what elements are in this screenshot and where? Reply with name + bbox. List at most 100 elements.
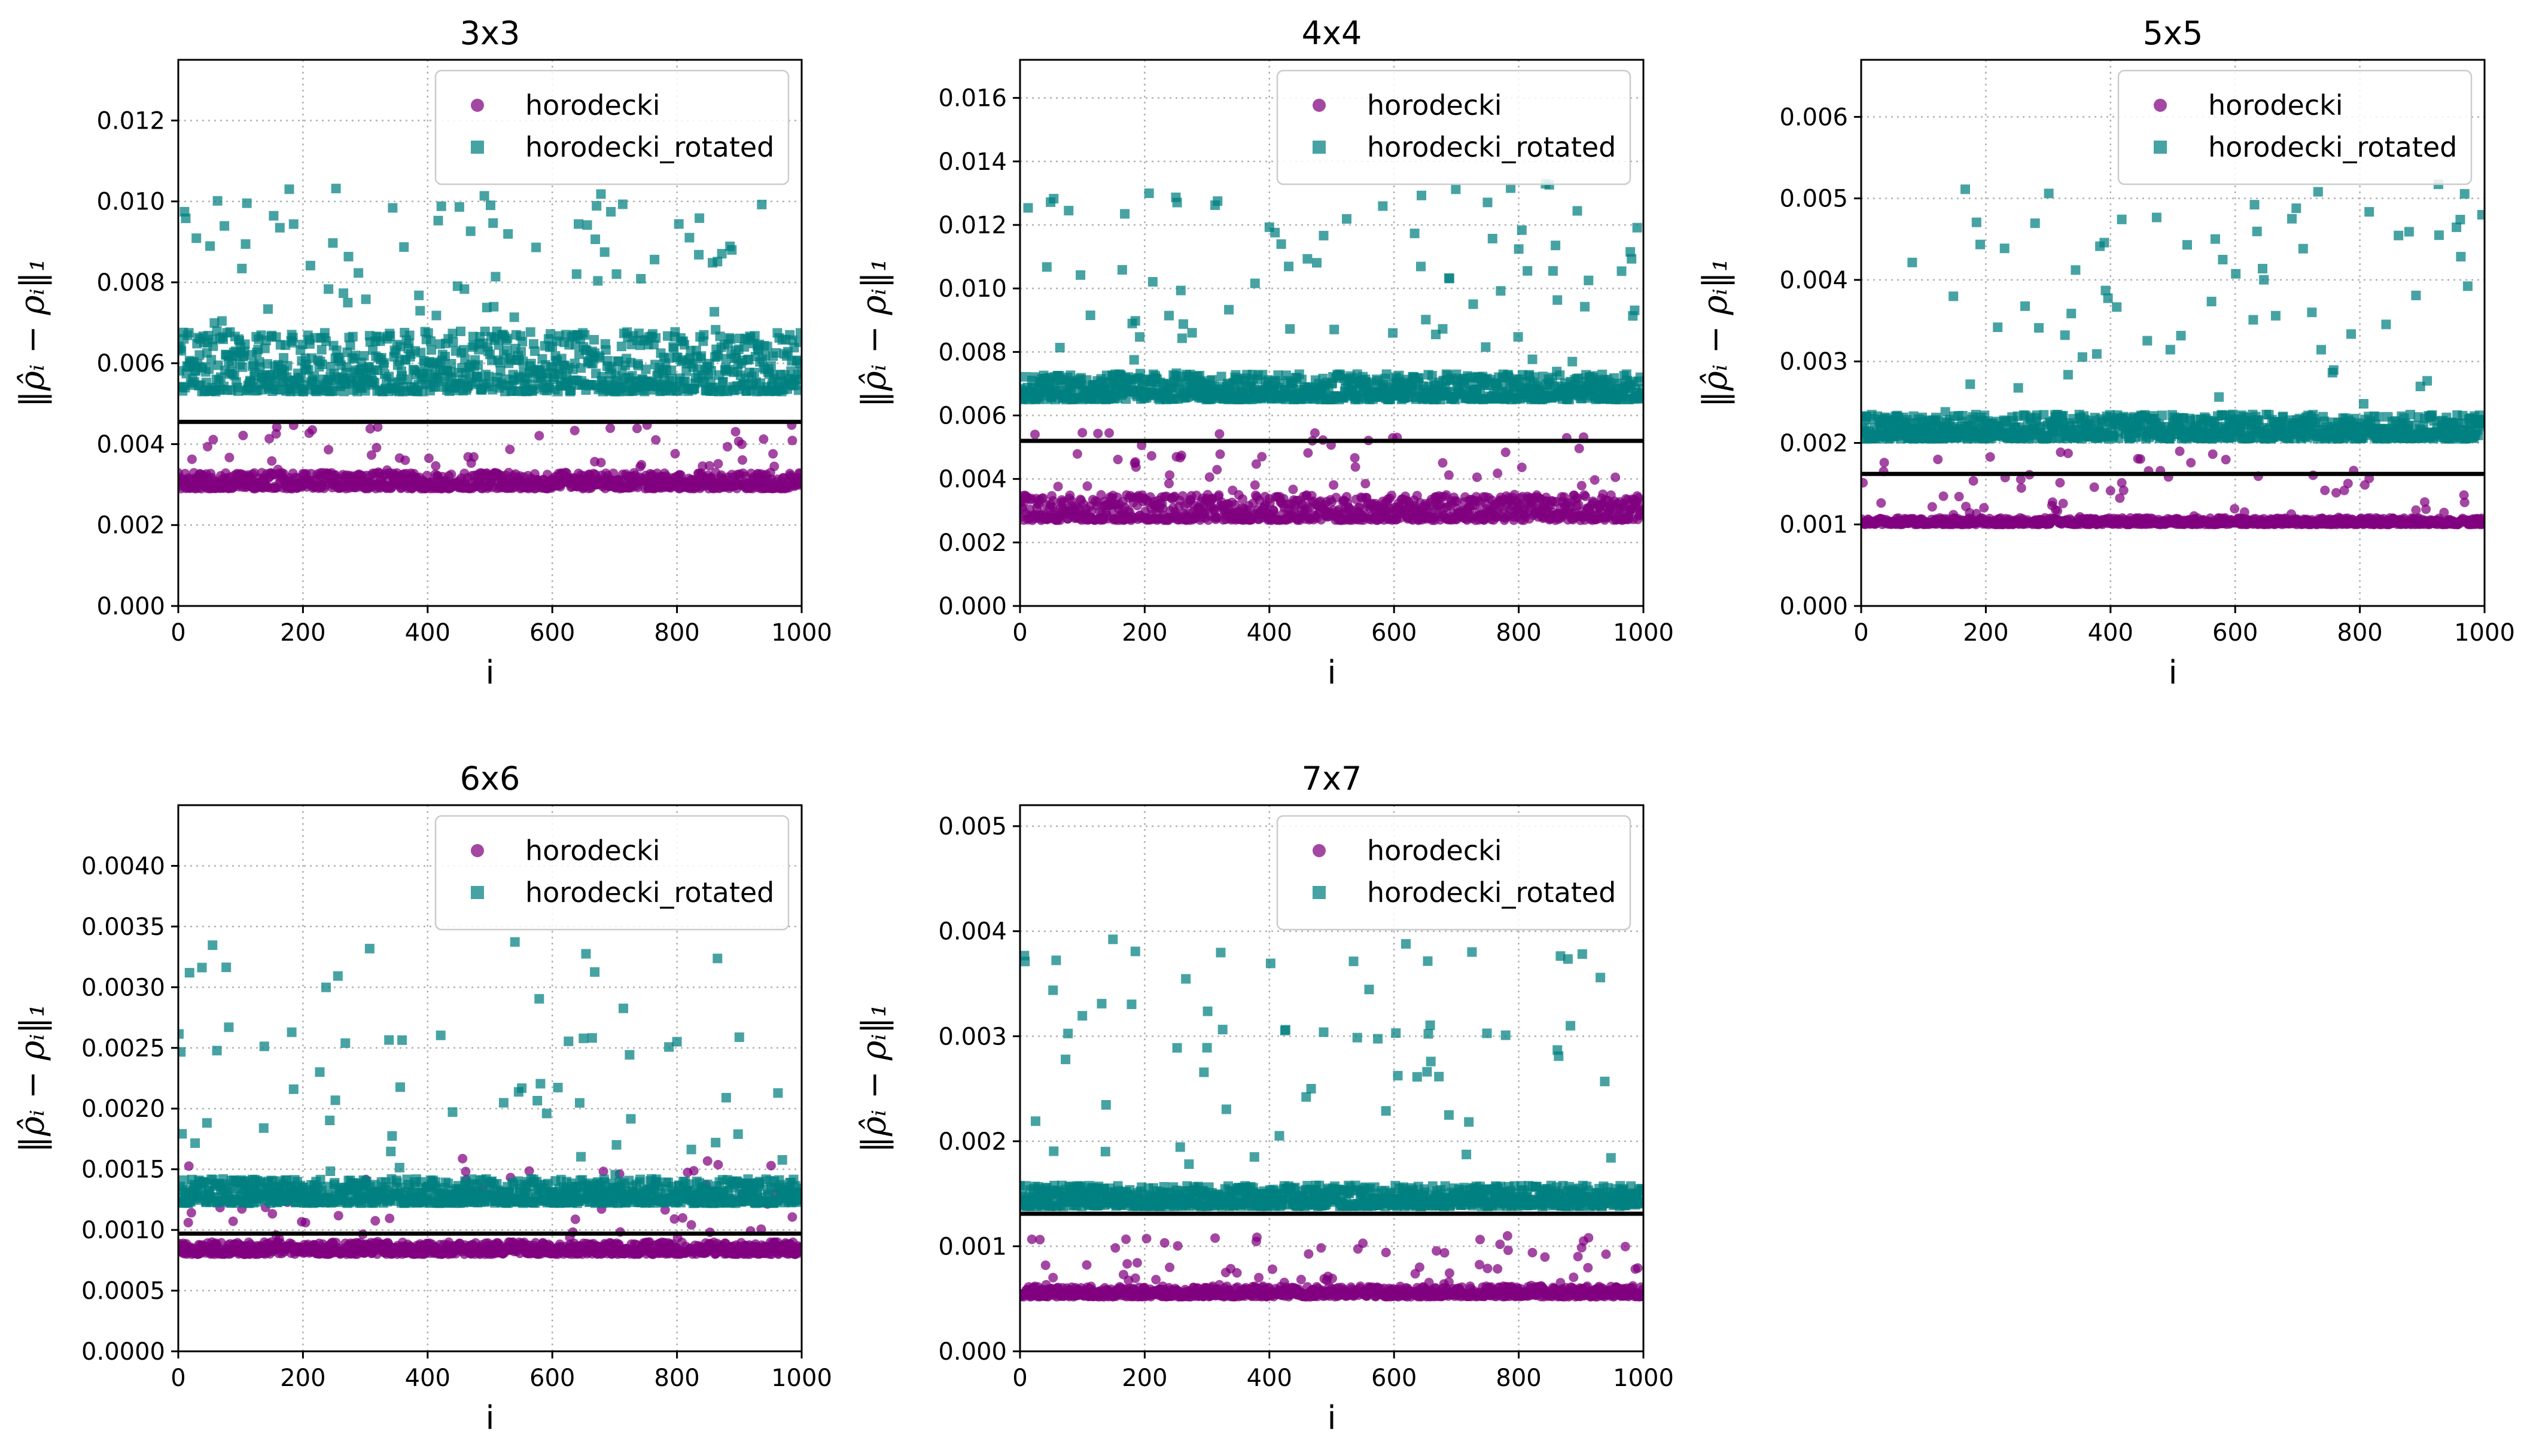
legend-box (434, 69, 790, 185)
point-horodecki_rotated (1523, 266, 1533, 276)
point-horodecki_rotated (319, 328, 330, 338)
point-horodecki (1472, 472, 1482, 482)
point-horodecki_rotated (279, 353, 289, 363)
point-horodecki (632, 424, 642, 434)
point-horodecki_rotated (370, 378, 380, 388)
point-horodecki_rotated (343, 297, 353, 307)
point-horodecki_rotated (436, 201, 446, 211)
point-horodecki_rotated (1135, 332, 1145, 342)
point-horodecki_rotated (1250, 278, 1260, 288)
point-horodecki_rotated (750, 331, 760, 341)
point-horodecki_rotated (238, 362, 248, 372)
point-horodecki_rotated (427, 345, 437, 355)
point-horodecki (759, 434, 769, 444)
point-horodecki (1329, 480, 1339, 490)
point-horodecki_rotated (1224, 304, 1234, 315)
point-horodecki (1500, 447, 1511, 458)
point-horodecki (431, 461, 441, 471)
point-horodecki_rotated (288, 219, 299, 229)
point-horodecki_rotated (233, 386, 243, 396)
point-horodecki_rotated (509, 312, 519, 322)
point-horodecki_rotated (1417, 190, 1426, 200)
point-horodecki (2343, 479, 2353, 489)
point-horodecki (1876, 498, 1886, 508)
point-horodecki (238, 431, 248, 440)
point-horodecki (2016, 483, 2026, 493)
point-horodecki_rotated (1179, 319, 1188, 329)
point-horodecki (208, 434, 218, 444)
point-horodecki (1610, 472, 1621, 482)
point-horodecki (794, 469, 802, 479)
point-horodecki_rotated (713, 350, 723, 360)
point-horodecki_rotated (713, 257, 723, 267)
legend-item-horodecki: horodecki (471, 89, 660, 121)
panel-4x4: 0 200 400 600 800 10000.0000.0020.0040.0060.0… (855, 14, 1674, 692)
axes-frame (177, 59, 803, 607)
point-horodecki_rotated (237, 263, 247, 273)
point-horodecki (1517, 462, 1527, 473)
point-horodecki_rotated (1187, 328, 1197, 338)
point-horodecki_rotated (1329, 324, 1339, 334)
point-horodecki_rotated (204, 364, 214, 374)
point-horodecki_rotated (706, 366, 716, 376)
y-tick-label: 0.002 (938, 529, 1007, 557)
point-horodecki_rotated (345, 340, 355, 351)
point-horodecki (367, 450, 376, 460)
panel-title: 3x3 (460, 14, 520, 52)
point-horodecki (1444, 470, 1454, 480)
y-tick-label: 0.008 (938, 339, 1007, 366)
x-tick-label: 800 (654, 619, 699, 647)
point-horodecki (1360, 479, 1371, 489)
point-horodecki (1238, 494, 1247, 504)
point-horodecki_rotated (343, 252, 354, 261)
point-horodecki_rotated (433, 215, 443, 226)
point-horodecki_rotated (502, 345, 512, 355)
point-horodecki_rotated (1580, 301, 1590, 312)
point-horodecki_rotated (1496, 286, 1506, 296)
series-horodecki_rotated (178, 184, 802, 397)
point-horodecki (424, 453, 434, 463)
point-horodecki_rotated (239, 346, 249, 357)
point-horodecki (203, 441, 212, 452)
point-horodecki (570, 425, 580, 435)
point-horodecki (1452, 496, 1462, 507)
point-horodecki_rotated (1023, 203, 1033, 213)
point-horodecki (1215, 449, 1225, 459)
point-horodecki_rotated (473, 360, 483, 370)
point-horodecki_rotated (1487, 233, 1497, 243)
point-horodecki (787, 435, 797, 446)
point-horodecki_rotated (794, 337, 802, 348)
point-horodecki_rotated (593, 276, 603, 286)
point-horodecki_rotated (699, 330, 709, 340)
point-horodecki_rotated (1312, 258, 1322, 268)
point-horodecki_rotated (447, 328, 458, 339)
point-horodecki_rotated (459, 284, 470, 294)
point-horodecki (1493, 468, 1503, 479)
point-horodecki_rotated (606, 207, 616, 217)
point-horodecki_rotated (431, 310, 442, 321)
point-horodecki_rotated (339, 288, 349, 298)
point-horodecki_rotated (1055, 343, 1065, 353)
point-horodecki (1574, 443, 1584, 453)
point-horodecki_rotated (766, 361, 776, 371)
point-horodecki_rotated (1381, 369, 1392, 379)
point-horodecki (1178, 491, 1188, 501)
y-axis-label: ‖ρ̂ᵢ − ρᵢ‖₁ (13, 258, 52, 407)
point-horodecki_rotated (601, 345, 611, 355)
point-horodecki_rotated (309, 371, 319, 381)
point-horodecki (1158, 503, 1168, 513)
point-horodecki_rotated (546, 329, 556, 339)
point-horodecki_rotated (617, 199, 628, 209)
point-horodecki_rotated (316, 345, 327, 355)
point-horodecki_rotated (488, 218, 498, 228)
point-horodecki (1113, 455, 1123, 465)
point-horodecki_rotated (209, 318, 220, 328)
point-horodecki (1861, 478, 1868, 488)
point-horodecki (1637, 496, 1643, 507)
point-horodecki_rotated (718, 377, 728, 386)
point-horodecki (1251, 459, 1261, 469)
point-horodecki_rotated (580, 330, 590, 340)
point-horodecki_rotated (454, 202, 464, 212)
point-horodecki_rotated (242, 198, 252, 208)
